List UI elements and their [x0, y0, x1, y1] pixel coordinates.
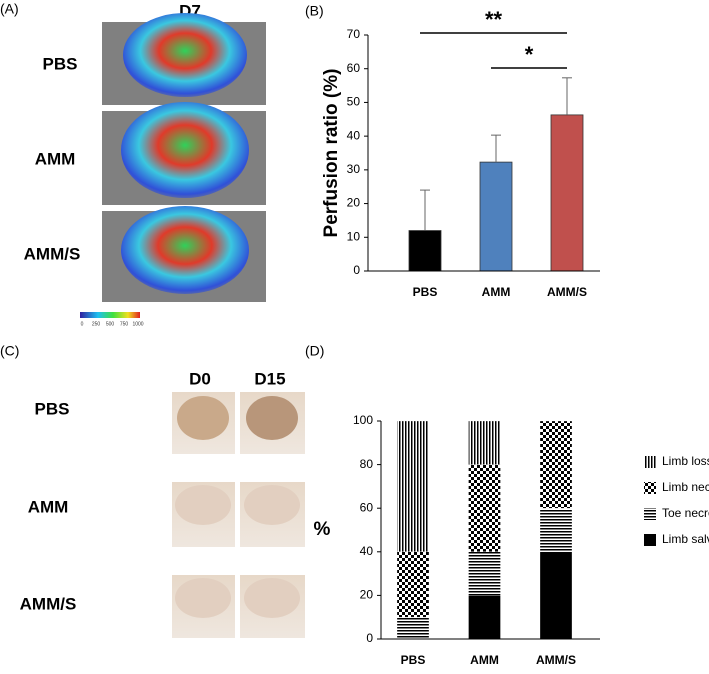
time-label: D0	[189, 369, 211, 388]
y-tick-label: 0	[366, 631, 373, 645]
bar	[408, 230, 442, 272]
bar-segment	[468, 595, 501, 640]
scale-label: 750	[120, 321, 129, 327]
y-tick-label: 0	[353, 263, 360, 277]
scale-label: 250	[92, 321, 101, 327]
y-tick-label: 30	[347, 162, 361, 176]
legend-swatch	[644, 482, 656, 494]
legend-swatch	[644, 534, 656, 546]
y-tick-label: 100	[353, 413, 373, 427]
perfusion-images	[80, 13, 266, 318]
row-label: AMM	[28, 497, 69, 516]
panel-label: (B)	[305, 3, 324, 19]
x-tick-label: AMM/S	[536, 653, 576, 667]
row-label: AMM/S	[20, 594, 77, 613]
y-tick-label: 60	[347, 61, 361, 75]
legend-swatch	[644, 456, 656, 468]
y-tick-label: 60	[360, 500, 374, 514]
bar-segment	[468, 551, 501, 596]
legend-label: Limb salvage	[662, 532, 709, 546]
row-label: AMM/S	[24, 244, 81, 263]
x-tick-label: AMM	[470, 653, 499, 667]
significance-label: *	[525, 42, 534, 67]
y-tick-label: 40	[347, 128, 361, 142]
panel-label: (A)	[0, 1, 19, 17]
y-tick-label: 70	[347, 27, 361, 41]
legend-swatch	[644, 508, 656, 520]
bar-segment	[539, 551, 573, 640]
scale-label: 0	[81, 321, 84, 327]
y-tick-label: 40	[360, 544, 374, 558]
bar-segment	[539, 508, 573, 552]
y-tick-label: 20	[360, 588, 374, 602]
bar-segment	[396, 420, 430, 552]
legend-label: Limb necrosis	[662, 480, 709, 494]
photos	[172, 392, 305, 638]
x-tick-label: AMM	[482, 285, 511, 299]
y-tick-label: 10	[347, 229, 361, 243]
bar-segment	[396, 551, 430, 618]
x-tick-label: AMM/S	[547, 285, 587, 299]
bar-segment	[468, 420, 501, 465]
legend-label: Toe necrosis	[662, 506, 709, 520]
bar	[550, 114, 584, 272]
panel-label: (C)	[0, 343, 19, 359]
x-tick-label: PBS	[401, 653, 426, 667]
row-label: PBS	[43, 54, 78, 73]
significance-label: **	[485, 7, 503, 32]
scale-label: 1000	[132, 321, 143, 327]
y-tick-label: 20	[347, 196, 361, 210]
x-tick-label: PBS	[413, 285, 438, 299]
time-label: D15	[254, 369, 285, 388]
bar-segment	[468, 464, 501, 552]
bar-segment	[396, 617, 430, 640]
scale-label: 500	[106, 321, 115, 327]
row-label: PBS	[35, 399, 70, 418]
y-tick-label: 80	[360, 457, 374, 471]
y-tick-label: 50	[347, 95, 361, 109]
bar-segment	[539, 420, 573, 509]
y-axis-label: %	[314, 519, 331, 540]
panel-label: (D)	[305, 343, 324, 359]
bar	[479, 161, 513, 272]
y-axis-label: Perfusion ratio (%)	[321, 69, 342, 238]
row-label: AMM	[35, 149, 76, 168]
legend-label: Limb loss	[662, 454, 709, 468]
